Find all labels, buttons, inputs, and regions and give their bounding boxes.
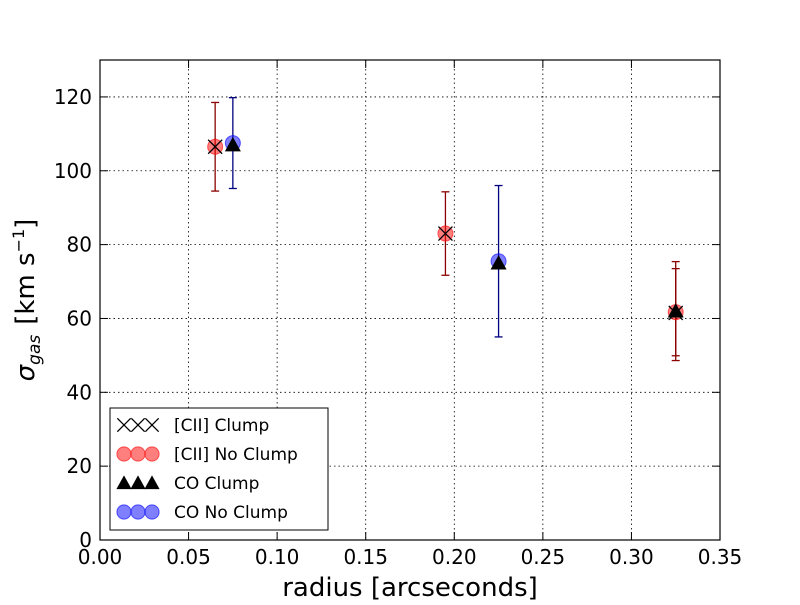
legend-marker xyxy=(116,446,160,462)
x-stroke xyxy=(668,305,684,321)
legend-marker-glyph xyxy=(144,475,160,490)
x-tick-label: 0.20 xyxy=(432,545,477,569)
x-stroke xyxy=(207,139,223,155)
legend-marker-glyph xyxy=(130,504,146,520)
series-0 xyxy=(207,139,684,321)
y-tick-label: 100 xyxy=(54,159,92,183)
x-tick-label: 0.15 xyxy=(343,545,388,569)
series-layer xyxy=(207,97,684,362)
x-axis-label: radius [arcseconds] xyxy=(282,573,538,600)
legend-marker-glyph xyxy=(116,417,132,433)
data-point xyxy=(437,226,453,241)
x-stroke xyxy=(437,226,453,241)
legend-marker-glyph xyxy=(130,417,146,433)
data-point xyxy=(667,303,684,318)
x-tick-label: 0.05 xyxy=(166,545,211,569)
y-axis-label: σgas[km s−1] xyxy=(9,219,45,382)
y-tick-label: 60 xyxy=(67,306,92,330)
y-tick-label: 80 xyxy=(67,233,92,257)
data-point xyxy=(490,255,507,270)
x-tick-label: 0.25 xyxy=(521,545,566,569)
series-2 xyxy=(224,136,684,318)
legend-marker-glyph xyxy=(144,504,160,520)
data-point xyxy=(207,139,223,155)
x-tick-label: 0.10 xyxy=(255,545,300,569)
gridlines xyxy=(100,60,720,540)
y-tick-label: 20 xyxy=(67,454,92,478)
legend-label: [CII] Clump xyxy=(174,416,269,436)
y-tick-label: 120 xyxy=(54,85,92,109)
plot-frame xyxy=(99,59,721,541)
y-tick-label: 0 xyxy=(79,528,92,552)
legend-label: [CII] No Clump xyxy=(174,445,298,465)
x-stroke xyxy=(116,417,132,433)
y-tick-label: 40 xyxy=(67,380,92,404)
legend-marker-glyph xyxy=(116,504,132,520)
legend-marker-glyph xyxy=(116,475,132,490)
data-point xyxy=(668,305,684,321)
legend-label: CO No Clump xyxy=(174,503,288,523)
data-point xyxy=(224,136,241,152)
legend-marker xyxy=(116,504,160,520)
x-tick-label: 0.35 xyxy=(698,545,743,569)
x-tick-label: 0.30 xyxy=(609,545,654,569)
legend-marker-glyph xyxy=(144,446,160,462)
legend-marker xyxy=(116,417,160,433)
x-stroke xyxy=(130,417,146,433)
legend-marker-glyph xyxy=(130,475,146,490)
legend-marker-glyph xyxy=(130,446,146,462)
legend-marker-glyph xyxy=(144,417,160,433)
legend: [CII] Clump [CII] No Clump CO Clump CO No C… xyxy=(109,407,329,531)
x-stroke xyxy=(144,417,160,433)
legend-marker-glyph xyxy=(116,446,132,462)
legend-marker xyxy=(116,475,160,490)
x-tick-label: 0.00 xyxy=(78,545,123,569)
legend-label: CO Clump xyxy=(174,474,259,494)
